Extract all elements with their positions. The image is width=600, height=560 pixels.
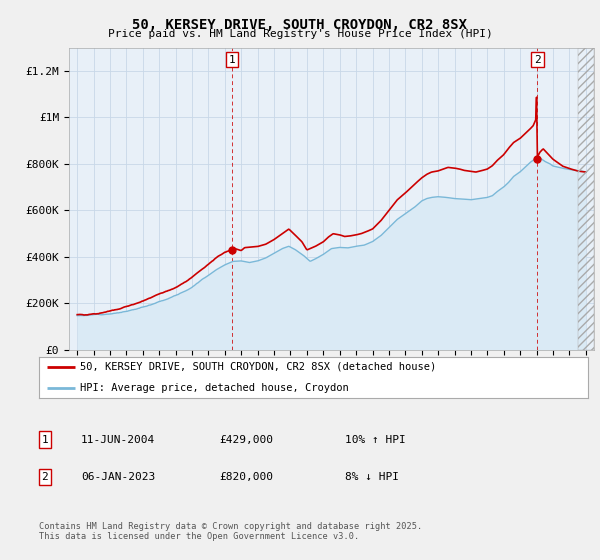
Text: 8% ↓ HPI: 8% ↓ HPI: [345, 472, 399, 482]
Text: Contains HM Land Registry data © Crown copyright and database right 2025.
This d: Contains HM Land Registry data © Crown c…: [39, 522, 422, 542]
Text: HPI: Average price, detached house, Croydon: HPI: Average price, detached house, Croy…: [80, 382, 349, 393]
Text: 50, KERSEY DRIVE, SOUTH CROYDON, CR2 8SX (detached house): 50, KERSEY DRIVE, SOUTH CROYDON, CR2 8SX…: [80, 362, 436, 371]
Text: 06-JAN-2023: 06-JAN-2023: [81, 472, 155, 482]
Text: 50, KERSEY DRIVE, SOUTH CROYDON, CR2 8SX: 50, KERSEY DRIVE, SOUTH CROYDON, CR2 8SX: [133, 18, 467, 32]
Text: 1: 1: [229, 55, 236, 65]
Text: 11-JUN-2004: 11-JUN-2004: [81, 435, 155, 445]
Text: 2: 2: [534, 55, 541, 65]
Text: Price paid vs. HM Land Registry's House Price Index (HPI): Price paid vs. HM Land Registry's House …: [107, 29, 493, 39]
Text: 10% ↑ HPI: 10% ↑ HPI: [345, 435, 406, 445]
Text: 1: 1: [41, 435, 49, 445]
Text: £429,000: £429,000: [219, 435, 273, 445]
Text: £820,000: £820,000: [219, 472, 273, 482]
Text: 2: 2: [41, 472, 49, 482]
